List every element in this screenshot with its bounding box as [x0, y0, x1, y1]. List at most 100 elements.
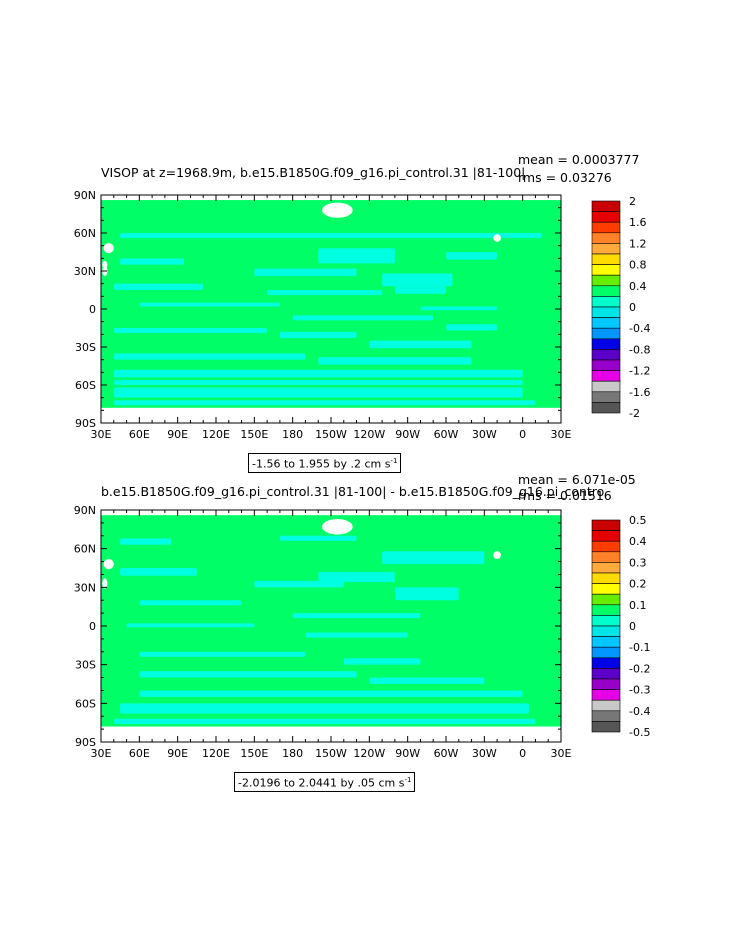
negative-region	[292, 613, 421, 619]
negative-region	[113, 353, 306, 360]
lon-tick-label: 120W	[353, 428, 385, 441]
negative-region	[318, 571, 395, 583]
negative-region	[279, 535, 357, 541]
colorbar-label: 0.1	[629, 599, 647, 612]
negative-region	[139, 690, 523, 697]
lon-tick-label: 120E	[202, 428, 230, 441]
map-panel-1: VISOP at z=1968.9m, b.e15.B1850G.f09_g16…	[0, 150, 733, 473]
negative-region	[318, 357, 472, 365]
colorbar-label: 0.2	[629, 578, 647, 591]
colorbar-label: -0.2	[629, 662, 650, 675]
colorbar-swatch	[591, 402, 621, 414]
colorbar-swatch	[591, 317, 621, 329]
negative-region	[113, 283, 204, 290]
negative-region	[120, 703, 530, 714]
lon-tick-label: 90E	[167, 747, 188, 760]
lon-tick-label: 90W	[395, 428, 420, 441]
mean-stat: mean = 0.0003777	[518, 152, 639, 167]
lat-tick-label: 90N	[74, 504, 96, 517]
colorbar-swatch	[591, 370, 621, 382]
lat-tick-label: 60N	[74, 227, 96, 240]
masked-region	[103, 558, 114, 570]
lat-tick-label: 90S	[75, 417, 96, 430]
negative-region	[267, 290, 383, 296]
lon-tick-label: 60W	[434, 747, 459, 760]
colorbar-swatch	[591, 562, 621, 574]
colorbar-swatch	[591, 349, 621, 361]
map-panel-2: b.e15.B1850G.f09_g16.pi_control.31 |81-1…	[0, 470, 733, 800]
lon-tick-label: 150W	[315, 428, 347, 441]
colorbar-swatch	[591, 274, 621, 287]
colorbar-swatch	[591, 359, 621, 371]
colorbar-swatch	[591, 625, 621, 637]
negative-region	[305, 632, 408, 638]
colorbar-swatch	[591, 583, 621, 595]
colorbar-swatch	[591, 285, 621, 297]
contour-range-label: -1.56 to 1.955 by .2 cm s-1	[248, 453, 402, 473]
colorbar-label: -1.2	[629, 365, 650, 378]
colorbar-swatch	[591, 380, 621, 393]
colorbar-label: 0.5	[629, 514, 647, 527]
colorbar-swatch	[591, 689, 621, 701]
lon-tick-label: 30E	[91, 428, 112, 441]
range-unit-exponent: -1	[404, 776, 412, 784]
colorbar-swatch	[591, 636, 621, 648]
map-plot-area: 30E 60E 90E 120E 150E 180 150W 120W 90W 60W 30W 0 30…	[74, 504, 572, 760]
lon-tick-label: 60E	[129, 747, 150, 760]
negative-region	[254, 580, 344, 588]
lon-tick-label: 60E	[129, 428, 150, 441]
masked-region	[322, 202, 353, 218]
negative-region	[279, 331, 357, 339]
colorbar-label: -0.4	[629, 705, 650, 718]
colorbar-label: -0.3	[629, 684, 650, 697]
rms-stat: rms = 0.01516	[518, 488, 612, 503]
colorbar-swatch	[591, 721, 621, 733]
masked-region	[493, 234, 501, 242]
negative-region	[139, 651, 306, 657]
lat-tick-label: 30N	[74, 265, 96, 278]
colorbar-swatch	[591, 391, 621, 403]
negative-region	[113, 379, 523, 385]
panel-title: b.e15.B1850G.f09_g16.pi_control.31 |81-1…	[101, 484, 604, 499]
colorbar-swatch	[591, 572, 621, 584]
lat-tick-label: 60S	[75, 697, 96, 710]
range-text: -1.56 to 1.955 by .2 cm s	[252, 457, 391, 471]
masked-region	[493, 551, 501, 559]
negative-region	[394, 286, 446, 294]
negative-region	[446, 252, 498, 260]
lat-tick-label: 60S	[75, 379, 96, 392]
negative-region	[139, 302, 280, 307]
colorbar-label: 0.8	[629, 259, 647, 272]
lat-tick-label: 30S	[75, 659, 96, 672]
lon-tick-label: 150W	[315, 747, 347, 760]
negative-region	[292, 315, 434, 321]
masked-region	[102, 260, 108, 269]
panel-title: VISOP at z=1968.9m, b.e15.B1850G.f09_g16…	[101, 165, 525, 180]
contour-range-label: -2.0196 to 2.0441 by .05 cm s-1	[234, 772, 416, 792]
colorbar-swatch	[591, 530, 621, 542]
colorbar-swatch	[591, 551, 621, 563]
colorbar-swatch	[591, 668, 621, 680]
colorbar-swatch	[591, 593, 621, 606]
masked-region	[102, 578, 108, 589]
colorbar-swatch	[591, 221, 621, 234]
colorbar-swatch	[591, 306, 621, 318]
negative-region	[343, 658, 421, 665]
colorbar-swatch	[591, 657, 621, 669]
colorbar-swatch	[591, 646, 621, 659]
colorbar-label: 1.6	[629, 216, 647, 229]
negative-region	[254, 268, 357, 277]
colorbar-swatch	[591, 296, 621, 308]
colorbar-label: 0.4	[629, 535, 647, 548]
colorbar-label: 0	[629, 301, 636, 314]
colorbar-label: 0.4	[629, 280, 647, 293]
negative-region	[369, 340, 472, 349]
masked-region	[103, 243, 114, 254]
colorbar-swatch	[591, 200, 621, 212]
colorbar-swatch	[591, 232, 621, 244]
rms-stat: rms = 0.03276	[518, 170, 612, 185]
range-unit-exponent: -1	[390, 457, 398, 465]
negative-region	[394, 587, 459, 601]
negative-region	[446, 324, 498, 331]
lat-tick-label: 0	[89, 303, 96, 316]
